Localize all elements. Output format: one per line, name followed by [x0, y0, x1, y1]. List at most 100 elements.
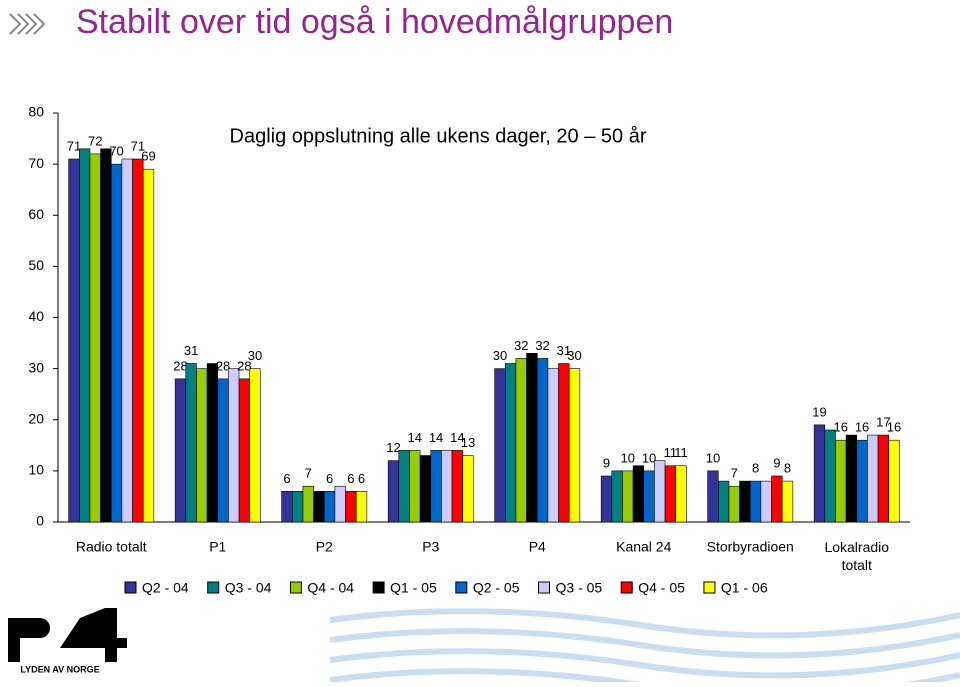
bar	[749, 480, 762, 523]
bar	[100, 148, 112, 523]
x-tick-label: P2	[316, 539, 333, 555]
value-label: 14	[429, 430, 443, 445]
bar	[845, 434, 858, 523]
legend-label: Q1 - 06	[721, 580, 768, 596]
value-label: 8	[752, 461, 759, 476]
bar	[206, 363, 219, 523]
value-label: 32	[535, 338, 549, 353]
bar	[856, 439, 868, 523]
legend-swatch	[538, 581, 551, 594]
bar	[355, 491, 368, 523]
value-label: 28	[237, 358, 251, 373]
value-label: 11	[674, 445, 688, 460]
bar	[632, 465, 645, 523]
bar	[888, 439, 900, 523]
y-tick-label: 20	[28, 410, 44, 426]
value-label: 19	[812, 404, 826, 419]
bar	[600, 475, 613, 523]
x-tick-label: Lokalradio totalt	[824, 539, 889, 573]
value-label: 31	[557, 343, 571, 358]
y-tick-label: 70	[28, 155, 44, 171]
bar	[334, 485, 346, 523]
value-label: 6	[326, 471, 333, 486]
value-label: 6	[347, 471, 354, 486]
value-label: 69	[141, 149, 155, 164]
bar	[121, 158, 133, 523]
bar	[174, 378, 187, 523]
value-label: 11	[664, 445, 678, 460]
bar	[110, 163, 123, 523]
bar	[813, 424, 826, 523]
bar	[132, 158, 144, 523]
bar	[654, 460, 666, 523]
bar	[89, 153, 101, 523]
value-label: 14	[408, 430, 422, 445]
bar	[451, 450, 463, 523]
bar	[462, 455, 474, 523]
value-label: 28	[216, 358, 230, 373]
bar	[217, 378, 229, 523]
bar	[664, 465, 676, 523]
y-tick-label: 80	[28, 104, 44, 120]
value-label: 30	[248, 348, 262, 363]
bar	[494, 368, 506, 523]
bar	[430, 450, 442, 523]
value-label: 7	[305, 466, 312, 481]
bar	[611, 470, 623, 523]
x-tick-label: Kanal 24	[616, 539, 671, 555]
legend-label: Q2 - 04	[142, 580, 189, 596]
x-tick-label: Radio totalt	[76, 539, 147, 555]
bar	[238, 378, 251, 523]
y-tick-label: 60	[28, 206, 44, 222]
bar	[313, 491, 325, 523]
bar	[728, 485, 740, 523]
value-label: 9	[603, 455, 610, 470]
legend-label: Q3 - 04	[225, 580, 272, 596]
bar	[622, 470, 634, 523]
bar	[643, 470, 655, 523]
value-label: 31	[184, 343, 198, 358]
bar	[781, 480, 794, 523]
value-label: 13	[461, 435, 475, 450]
bar	[675, 465, 687, 523]
value-label: 28	[173, 358, 187, 373]
bar	[323, 491, 336, 523]
legend-swatch	[124, 581, 137, 594]
bar	[398, 450, 410, 523]
value-label: 30	[493, 348, 507, 363]
bar	[760, 480, 772, 523]
wave-decoration	[329, 608, 960, 687]
value-label: 7	[731, 466, 738, 481]
bar	[739, 480, 751, 523]
bar	[771, 475, 783, 523]
bar	[68, 158, 80, 523]
bar	[877, 434, 889, 523]
y-tick-label: 50	[28, 257, 44, 273]
bar	[835, 439, 847, 523]
value-label: 71	[67, 138, 81, 153]
value-label: 30	[567, 348, 581, 363]
value-label: 10	[642, 450, 656, 465]
logo: LYDEN AV NORGE	[8, 608, 127, 674]
bar	[536, 358, 549, 523]
bar	[558, 363, 570, 523]
bar	[504, 363, 517, 523]
value-label: 72	[88, 133, 102, 148]
value-label: 32	[514, 338, 528, 353]
value-label: 16	[855, 420, 869, 435]
legend-swatch	[372, 581, 385, 594]
bar	[196, 368, 208, 523]
bar	[185, 363, 197, 523]
value-label: 8	[784, 461, 791, 476]
value-label: 70	[109, 144, 123, 159]
value-label: 6	[283, 471, 290, 486]
y-tick-label: 10	[28, 462, 44, 478]
legend-swatch	[703, 581, 716, 594]
bar	[302, 485, 314, 523]
title-arrows	[9, 13, 46, 35]
legend-label: Q1 - 05	[390, 580, 437, 596]
y-tick-label: 0	[36, 513, 44, 529]
value-label: 71	[131, 138, 145, 153]
